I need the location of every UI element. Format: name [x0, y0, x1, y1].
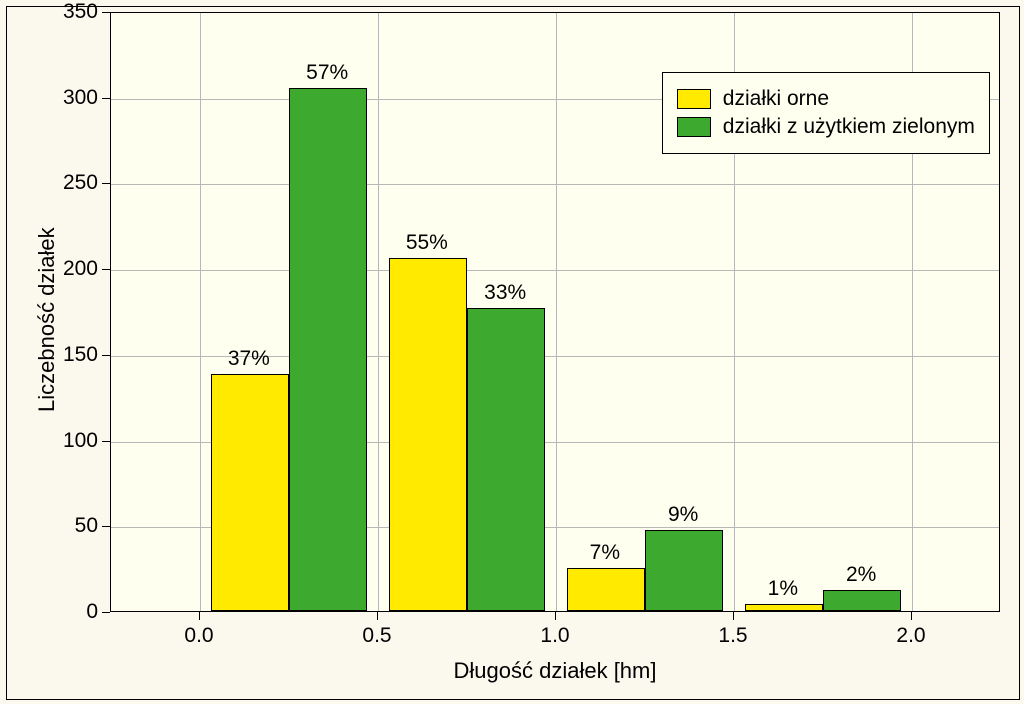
gridline-horizontal: [111, 184, 999, 185]
x-tick-label: 2.0: [896, 624, 925, 648]
y-tick: [102, 269, 110, 270]
x-tick-label: 1.5: [718, 624, 747, 648]
bar-value-label: 37%: [228, 347, 270, 371]
x-tick: [199, 612, 200, 620]
y-tick-label: 50: [54, 514, 98, 538]
y-axis-label: Liczebność działek: [34, 227, 60, 412]
bar-value-label: 7%: [590, 541, 620, 565]
y-tick: [102, 12, 110, 13]
x-tick: [377, 612, 378, 620]
y-tick-label: 150: [54, 343, 98, 367]
y-tick-label: 350: [54, 0, 98, 24]
gridline-vertical: [556, 13, 557, 611]
bar-value-label: 2%: [846, 563, 876, 587]
bar-series-1: [745, 604, 823, 611]
bar-series-2: [467, 308, 545, 611]
x-axis-label: Długość działek [hm]: [454, 658, 657, 684]
legend-swatch: [677, 117, 711, 137]
y-tick-label: 0: [54, 600, 98, 624]
y-tick: [102, 441, 110, 442]
y-tick-label: 200: [54, 257, 98, 281]
y-tick: [102, 98, 110, 99]
legend-item: działki orne: [677, 87, 975, 111]
y-tick: [102, 526, 110, 527]
bar-series-2: [823, 590, 901, 611]
legend-label: działki orne: [723, 87, 829, 111]
bar-series-1: [211, 374, 289, 611]
legend-swatch: [677, 89, 711, 109]
bar-value-label: 57%: [306, 61, 348, 85]
y-tick: [102, 355, 110, 356]
y-tick-label: 250: [54, 171, 98, 195]
x-tick-label: 0.5: [362, 624, 391, 648]
y-tick: [102, 183, 110, 184]
legend-item: działki z użytkiem zielonym: [677, 115, 975, 139]
x-tick-label: 0.0: [184, 624, 213, 648]
x-tick-label: 1.0: [540, 624, 569, 648]
bar-series-1: [567, 568, 645, 611]
x-tick: [555, 612, 556, 620]
x-tick: [733, 612, 734, 620]
y-tick: [102, 612, 110, 613]
y-tick-label: 100: [54, 429, 98, 453]
bar-value-label: 55%: [406, 231, 448, 255]
bar-value-label: 33%: [484, 281, 526, 305]
bar-value-label: 1%: [768, 577, 798, 601]
bar-series-2: [645, 530, 723, 611]
x-tick: [911, 612, 912, 620]
bar-series-1: [389, 258, 467, 611]
gridline-vertical: [200, 13, 201, 611]
gridline-horizontal: [111, 270, 999, 271]
legend: działki orne działki z użytkiem zielonym: [662, 72, 990, 154]
bar-series-2: [289, 88, 367, 611]
gridline-vertical: [378, 13, 379, 611]
bar-value-label: 9%: [668, 503, 698, 527]
chart-container: 0 50 100 150 200 250 300 350 0.0 0.5 1.0 1.5 2.0 Li…: [0, 0, 1024, 704]
legend-label: działki z użytkiem zielonym: [723, 115, 975, 139]
y-tick-label: 300: [54, 86, 98, 110]
